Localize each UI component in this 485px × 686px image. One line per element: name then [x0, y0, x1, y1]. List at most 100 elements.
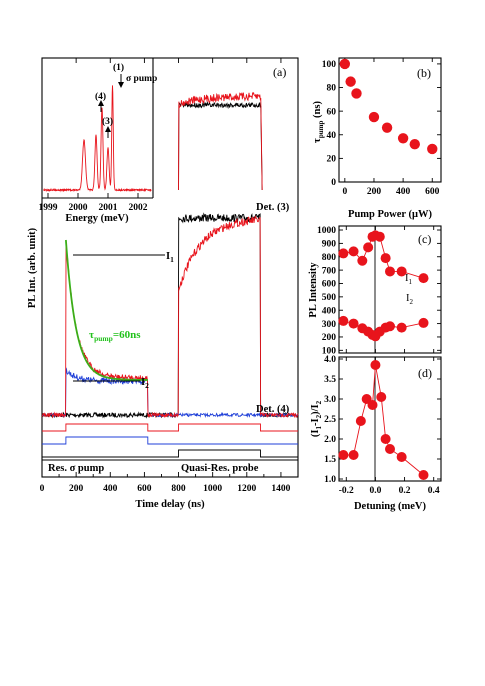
series-olive-fit	[65, 239, 148, 381]
inset-spectrum-line	[43, 85, 152, 193]
pump-arrow-head-icon	[118, 82, 124, 88]
y-tick-label: 300	[322, 320, 337, 330]
y-tick-label: 800	[322, 253, 337, 263]
a-x-tick-label: 200	[69, 484, 84, 494]
x-tick-label: 0.4	[428, 486, 440, 496]
data-point-1-1	[348, 318, 359, 329]
y-tick-label: 100	[322, 347, 337, 357]
panel-a-label: (a)	[273, 65, 286, 79]
x-tick-label: 600	[425, 187, 440, 197]
data-point-0-2	[355, 416, 366, 426]
peak3-arrow-head-icon	[105, 126, 111, 132]
c-series-i1-label: I1	[405, 273, 413, 286]
i2-label: I2	[141, 377, 149, 390]
y-tick-label: 500	[322, 293, 337, 303]
sequence-black	[42, 449, 298, 458]
a-x-tick-label: 400	[103, 484, 118, 494]
data-point-0-10	[418, 470, 429, 480]
x-tick-label: 0	[342, 187, 347, 197]
data-point-0-7	[380, 434, 391, 444]
data-point-0-1	[345, 76, 356, 87]
x-tick-label: 0.2	[399, 486, 411, 496]
y-tick-label: 900	[322, 240, 337, 250]
panel-d-points	[338, 360, 429, 480]
data-point-0-6	[376, 392, 387, 402]
panel-a-x-label: Time delay (ns)	[135, 499, 205, 510]
data-point-0-10	[418, 273, 429, 284]
data-point-1-8	[385, 321, 395, 332]
a-x-tick-label: 600	[137, 484, 152, 494]
peak-label-3: (3)	[102, 116, 113, 127]
series-green-fit	[64, 239, 148, 381]
c-series-i2-label: I2	[406, 293, 414, 306]
inset-x-tick-label: 2002	[129, 203, 148, 213]
data-point-0-4	[367, 400, 378, 410]
y-tick-label: 1000	[317, 226, 336, 236]
panel-b-frame	[338, 57, 442, 183]
data-point-0-7	[380, 253, 391, 264]
y-tick-label: 2.5	[324, 415, 336, 425]
inset-x-label: Energy (meV)	[65, 213, 129, 224]
det3-black-line	[178, 101, 263, 191]
series-red-line	[41, 215, 299, 419]
inset-x-tick-label: 1999	[39, 203, 58, 213]
data-point-1-0	[338, 315, 349, 326]
data-point-0-9	[396, 452, 407, 462]
quasi-probe-label: Quasi-Res. probe	[181, 463, 259, 474]
inset-x-tick-label: 2001	[99, 203, 118, 213]
data-point-0-6	[409, 139, 420, 150]
data-point-0-2	[351, 88, 362, 99]
x-tick-label: 200	[367, 187, 382, 197]
y-tick-label: 4.0	[324, 355, 336, 365]
data-point-1-9	[396, 322, 407, 333]
panel-d-ticks: 1.0 1.5 2.0 2.5 3.0 3.5 4.0 -0.2 0.0 0.2 0.4	[324, 355, 441, 496]
panel-b-y-label: τpump (ns)	[312, 101, 325, 143]
x-tick-label: -0.2	[339, 486, 354, 496]
panel-c-label: (c)	[418, 232, 431, 246]
a-x-tick-label: 1000	[203, 484, 222, 494]
y-tick-label: 700	[322, 266, 337, 276]
a-x-tick-label: 1200	[237, 484, 256, 494]
det3-red-line	[178, 91, 263, 191]
panel-c: 100 200 300 400 500 600 700 800 900 1000 (c) I1 I…	[308, 225, 442, 357]
panel-a-y-label: PL Int. (arb. unit)	[27, 227, 38, 308]
tau-fit-label: τpump=60ns	[89, 329, 141, 343]
res-pump-label: Res. σ pump	[48, 463, 104, 474]
peak-label-4: (4)	[95, 91, 106, 102]
data-point-0-5	[397, 133, 409, 144]
panel-d-x-label: Detuning (meV)	[354, 501, 427, 512]
data-point-0-1	[348, 450, 359, 460]
sigma-pump-label: σ pump	[126, 74, 157, 84]
data-point-0-9	[396, 266, 407, 277]
y-tick-label: 3.5	[324, 375, 336, 385]
y-tick-label: 3.0	[324, 395, 336, 405]
y-tick-label: 20	[327, 155, 337, 165]
y-tick-label: 40	[327, 131, 337, 141]
panel-b-ticks: 0 20 40 60 80 100 0 200 400 600	[322, 58, 441, 197]
peak-label-1: (1)	[113, 62, 124, 73]
panel-a-traces	[41, 91, 299, 461]
data-point-0-8	[385, 444, 395, 454]
sequence-red	[42, 423, 298, 432]
y-tick-label: 200	[322, 333, 337, 343]
a-x-tick-label: 1400	[271, 484, 290, 494]
panel-c-ticks: 100 200 300 400 500 600 700 800 900 1000	[317, 226, 441, 357]
y-tick-label: 80	[327, 84, 337, 94]
data-point-0-6	[374, 231, 385, 242]
y-tick-label: 1.5	[324, 455, 336, 465]
data-point-0-7	[427, 143, 438, 155]
y-tick-label: 2.0	[324, 435, 336, 445]
panel-b-points	[339, 58, 438, 155]
data-point-1-10	[418, 317, 429, 328]
series-black-line	[41, 212, 299, 419]
y-tick-label: 1.0	[324, 475, 336, 485]
panel-a: 0 200 400 600 800 1000 1200 1400 (a) I1 I2 τpum…	[27, 57, 299, 510]
inset-x-tick-label: 2000	[69, 203, 88, 213]
panel-b-x-label: Pump Power (μW)	[348, 209, 432, 220]
y-tick-label: 100	[322, 60, 337, 70]
panel-d-label: (d)	[418, 366, 432, 380]
panel-c-y-label: PL Intensity	[308, 262, 319, 318]
data-point-0-1	[348, 246, 359, 257]
x-tick-label: 400	[396, 187, 411, 197]
